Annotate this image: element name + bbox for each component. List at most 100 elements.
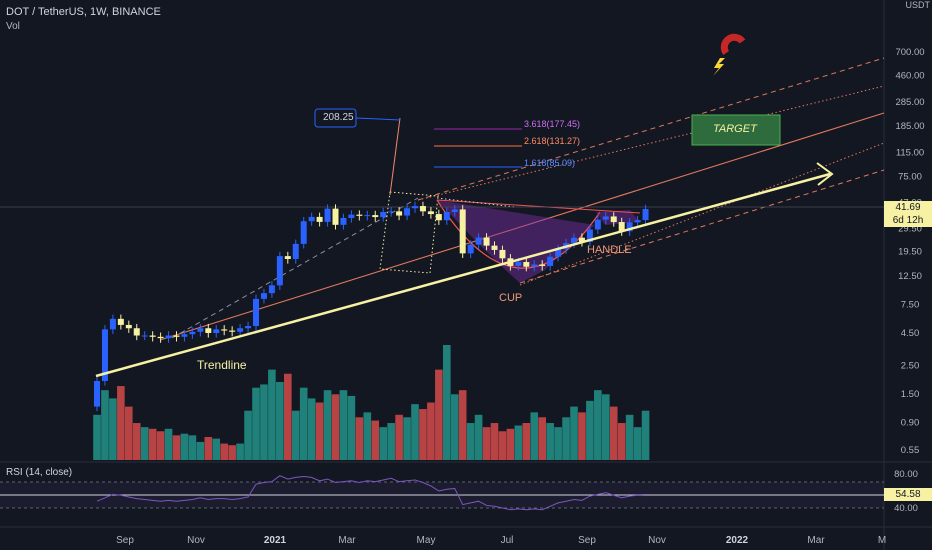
handle-label: HANDLE <box>587 244 632 256</box>
trend-dashed-line <box>171 197 419 339</box>
price-tick-label: 4.50 <box>901 328 920 339</box>
candle <box>356 210 363 221</box>
candle <box>117 314 124 330</box>
volume-bar <box>363 412 372 460</box>
bar-countdown: 6d 12h <box>892 215 924 226</box>
price-tick-label: 1.50 <box>901 389 920 400</box>
volume-bar <box>315 402 324 460</box>
volume-bar <box>180 433 189 460</box>
candle <box>396 207 403 221</box>
volume-bar <box>196 441 205 460</box>
candle <box>125 320 132 333</box>
time-tick-label: Mar <box>807 535 825 546</box>
volume-bar <box>268 369 276 460</box>
volume-bar <box>530 412 539 460</box>
price-tick-label: 115.00 <box>896 148 924 159</box>
target-box[interactable] <box>691 114 781 146</box>
fib-1618-label: 1.618(85.09) <box>524 158 576 168</box>
price-tick-label: 19.50 <box>898 246 922 257</box>
volume-bar <box>450 394 459 460</box>
volume-bar <box>594 390 602 460</box>
volume-bar <box>602 394 610 460</box>
candle <box>499 245 506 263</box>
volume-bar <box>299 387 308 460</box>
last-price: 41.69 <box>895 202 921 213</box>
volume-bar <box>498 431 507 460</box>
volume-bar <box>156 431 165 460</box>
candle <box>173 331 180 342</box>
target-label: TARGET <box>713 123 757 135</box>
callout-leader <box>355 117 401 121</box>
currency-label: USDT <box>905 0 931 10</box>
volume-bar <box>403 417 411 460</box>
candle <box>141 331 148 341</box>
volume-bar <box>132 423 141 460</box>
callout-box[interactable] <box>314 108 357 128</box>
rsi-label: RSI (14, close) <box>6 467 73 478</box>
volume-bar <box>538 417 546 460</box>
cup-rim-line <box>436 199 641 214</box>
volume-bar <box>117 386 125 460</box>
volume-bar <box>355 417 364 460</box>
price-axis[interactable]: 700.00460.00285.00185.00115.0075.0047.00… <box>895 47 924 456</box>
volume-bar <box>323 390 332 460</box>
price-tick-label: 12.50 <box>898 271 922 282</box>
volume-bar <box>371 420 380 460</box>
price-tick-label: 29.50 <box>898 223 922 234</box>
candle <box>205 323 212 338</box>
candle <box>443 207 450 225</box>
volume-bars <box>93 345 650 460</box>
trendline-label: Trendline <box>197 358 247 372</box>
candle <box>475 233 482 250</box>
volume-bar <box>546 423 554 460</box>
time-axis[interactable]: Sep Nov 2021 Mar May Jul Sep Nov 2022 Mar M <box>116 535 886 546</box>
candle <box>332 204 339 230</box>
rsi-axis: 80.00 40.00 <box>894 469 918 514</box>
dotted-rim <box>436 197 516 208</box>
price-tick-label: 185.00 <box>895 121 924 132</box>
time-tick-label: Mar <box>338 535 356 546</box>
vol-label: Vol <box>6 21 20 32</box>
volume-bar <box>347 395 356 460</box>
price-tick-label: 7.50 <box>901 300 920 311</box>
volume-bar <box>466 423 475 460</box>
candle <box>451 205 458 217</box>
time-tick-label: 2021 <box>264 535 287 546</box>
flag-box <box>379 191 439 274</box>
candle <box>626 218 633 236</box>
cup-fill <box>437 200 595 283</box>
volume-bar <box>164 428 173 460</box>
candle <box>213 325 220 338</box>
volume-bar <box>633 427 642 460</box>
symbol-title[interactable]: DOT / TetherUS, 1W, BINANCE <box>6 6 161 18</box>
magnet-icon <box>720 33 746 56</box>
candle <box>404 203 411 221</box>
candle <box>165 331 172 343</box>
candle <box>284 251 291 264</box>
candles <box>94 201 649 412</box>
volume-bar <box>490 423 499 460</box>
trendline[interactable] <box>95 172 831 378</box>
cup-outline <box>436 199 601 269</box>
candle <box>149 331 156 342</box>
candle <box>610 212 617 227</box>
candle <box>467 240 474 259</box>
rsi-panel <box>0 475 884 511</box>
volume-bar <box>291 410 300 460</box>
candle <box>602 212 609 225</box>
volume-bar <box>578 412 586 460</box>
candle <box>101 325 108 386</box>
candle <box>364 210 371 221</box>
price-tick-label: 0.90 <box>901 418 920 429</box>
volume-bar <box>188 435 197 460</box>
rsi-tick-label: 80.00 <box>894 469 918 480</box>
lightning-icon <box>713 58 725 76</box>
volume-bar <box>458 390 467 460</box>
trendline-arrowhead <box>816 162 834 186</box>
candle <box>483 233 490 251</box>
volume-bar <box>109 398 117 460</box>
candle <box>372 210 379 222</box>
candle <box>109 314 116 335</box>
candle <box>189 327 196 339</box>
